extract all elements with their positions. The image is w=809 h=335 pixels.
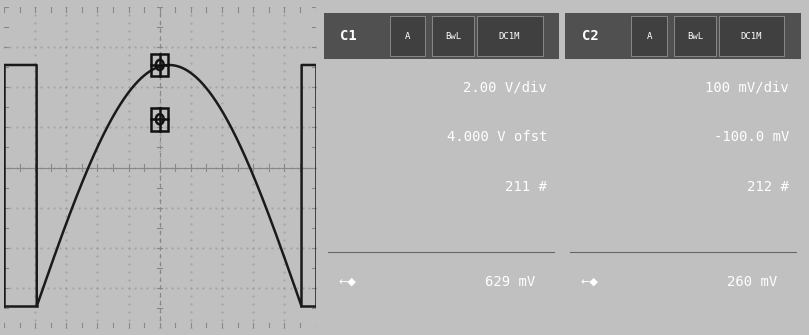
- Bar: [389, 16, 425, 56]
- Text: 4.000 V ofst: 4.000 V ofst: [447, 130, 547, 144]
- Text: 212 #: 212 #: [748, 180, 789, 194]
- Text: 2.00 V/div: 2.00 V/div: [464, 80, 547, 94]
- Text: C2: C2: [582, 29, 599, 43]
- Text: DC1M: DC1M: [741, 32, 762, 41]
- Text: 629 mV: 629 mV: [485, 275, 536, 289]
- Text: A: A: [646, 32, 652, 41]
- Bar: [151, 54, 168, 76]
- Text: 260 mV: 260 mV: [727, 275, 777, 289]
- Text: C1: C1: [340, 29, 357, 43]
- Text: 100 mV/div: 100 mV/div: [705, 80, 789, 94]
- Bar: [565, 13, 801, 59]
- Bar: [674, 16, 716, 56]
- Bar: [432, 16, 474, 56]
- Text: DC1M: DC1M: [499, 32, 520, 41]
- Text: 211 #: 211 #: [506, 180, 547, 194]
- Bar: [718, 16, 785, 56]
- Text: BwL: BwL: [445, 32, 461, 41]
- Bar: [324, 13, 559, 59]
- Bar: [631, 16, 667, 56]
- Text: BwL: BwL: [687, 32, 703, 41]
- Text: ←◆: ←◆: [580, 277, 598, 287]
- Bar: [477, 16, 543, 56]
- Text: ←◆: ←◆: [338, 277, 356, 287]
- Text: -100.0 mV: -100.0 mV: [714, 130, 789, 144]
- Bar: [151, 108, 168, 131]
- Text: A: A: [404, 32, 410, 41]
